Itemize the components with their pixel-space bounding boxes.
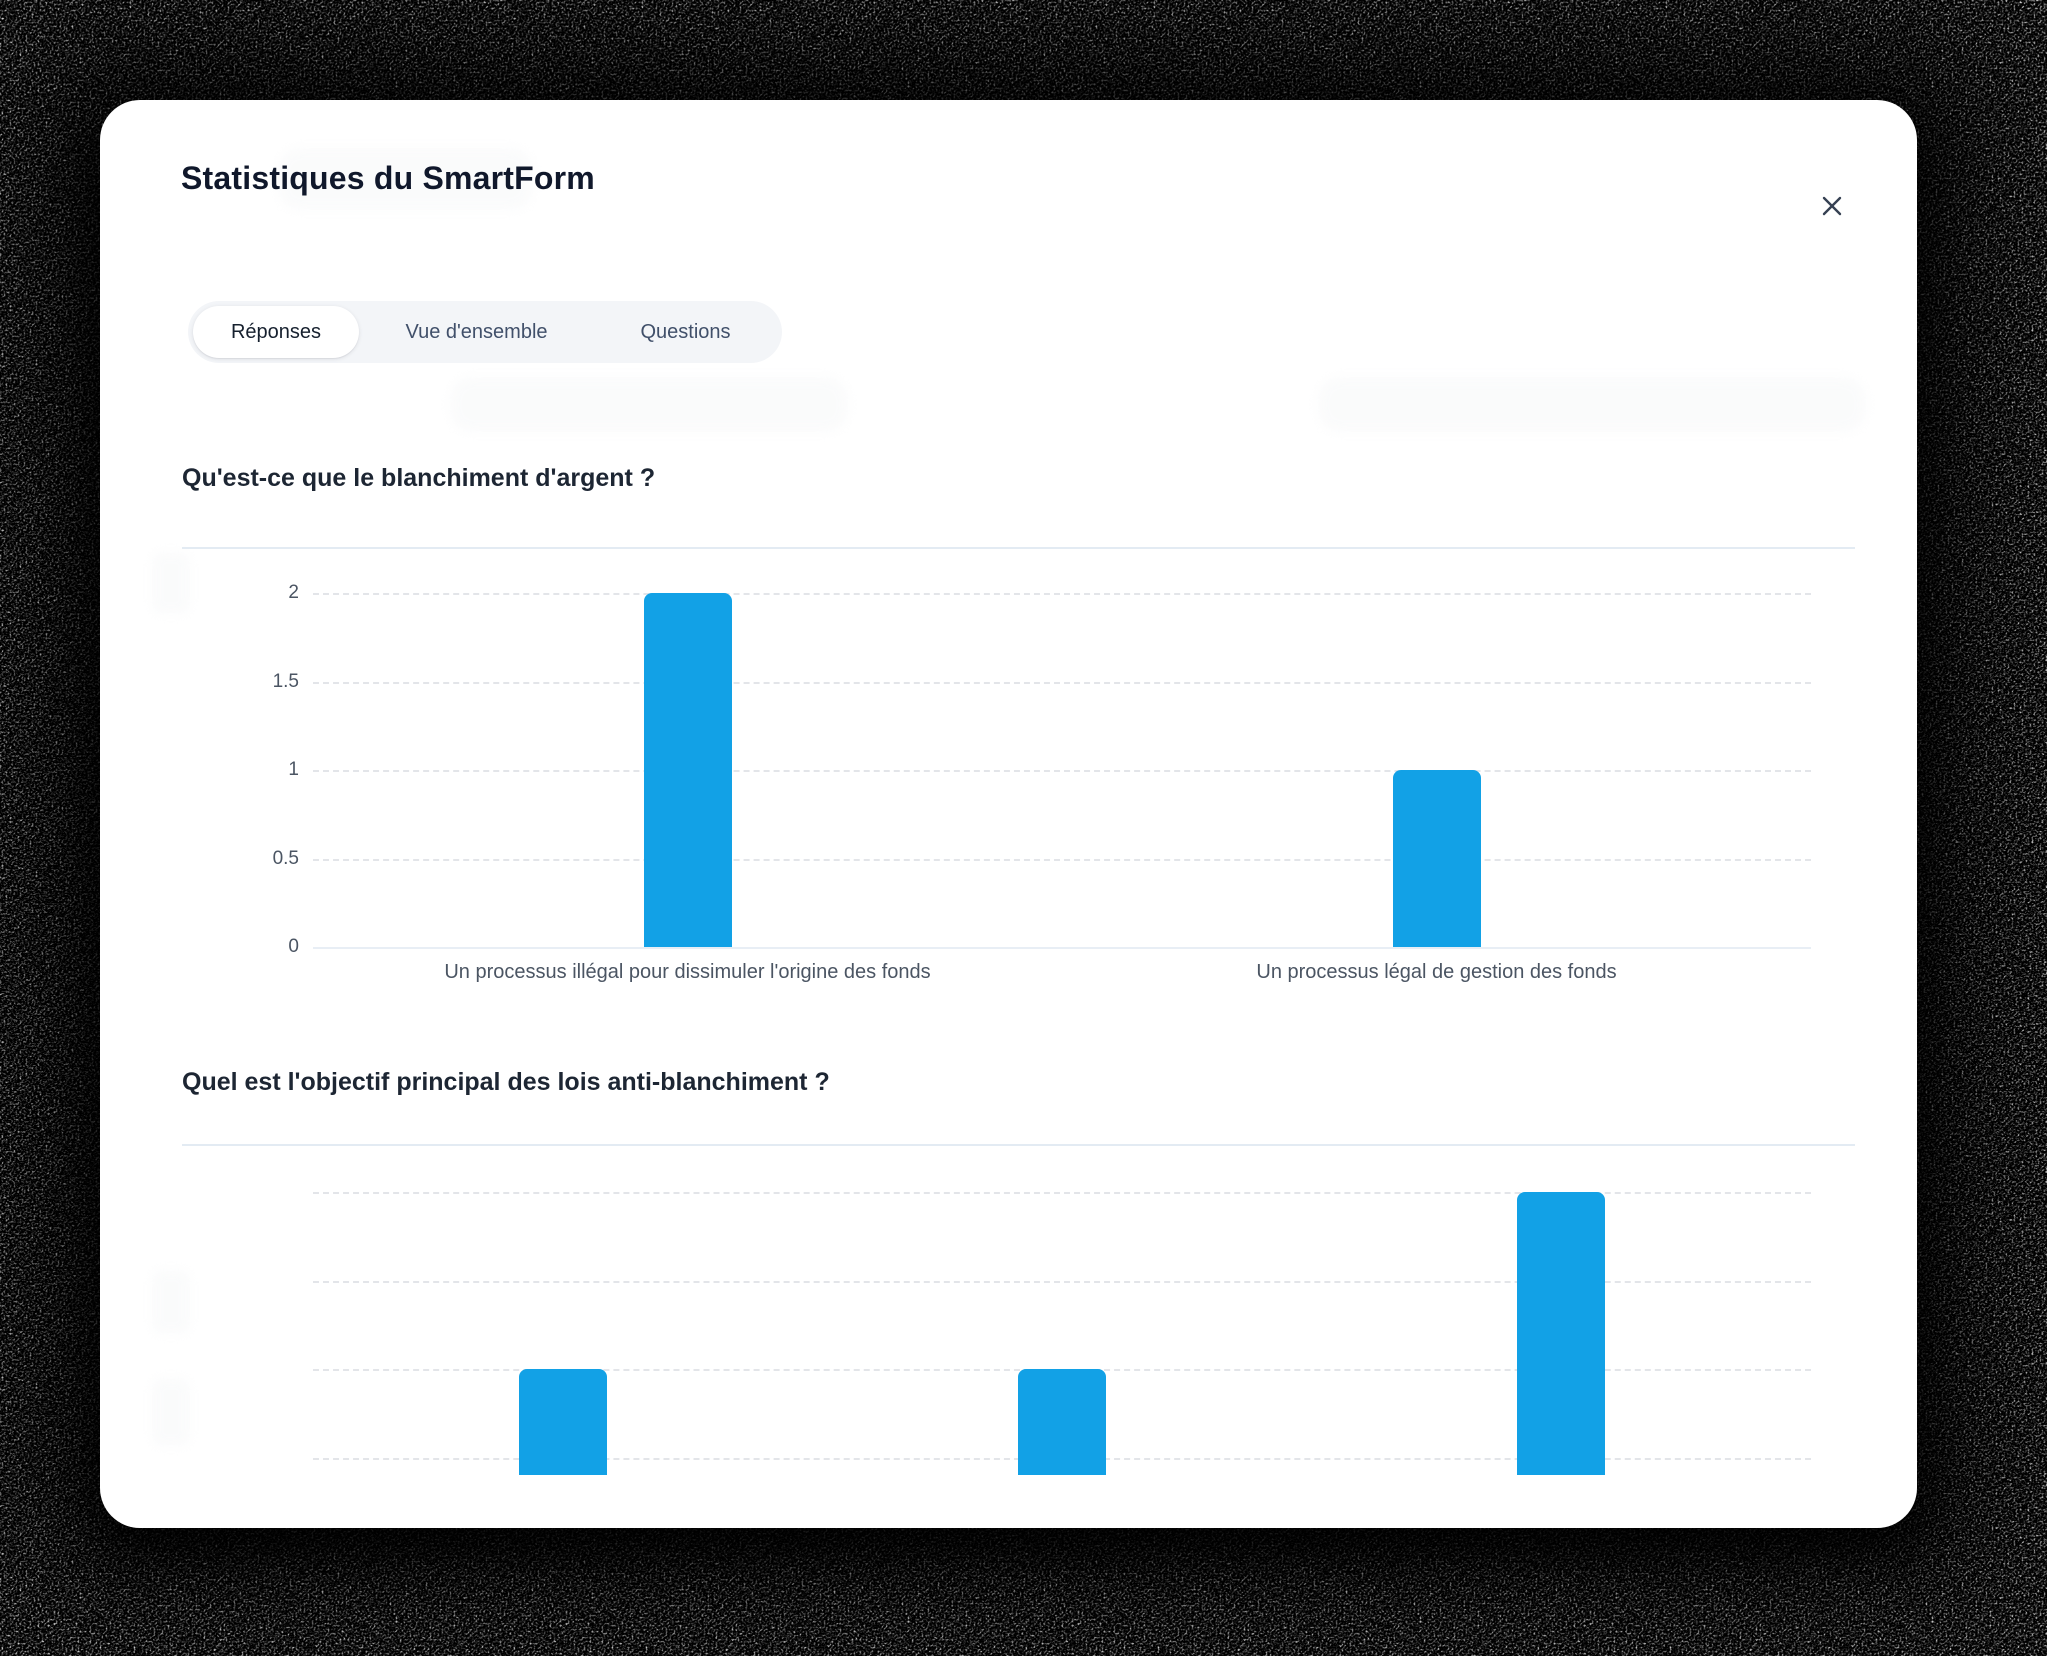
divider <box>182 1144 1855 1146</box>
y-axis-tick-label: 0 <box>288 936 299 957</box>
question-title-1: Qu'est-ce que le blanchiment d'argent ? <box>182 464 656 492</box>
x-axis-category-label: Un processus illégal pour dissimuler l'o… <box>444 961 931 983</box>
gridline <box>313 593 1811 595</box>
gridline <box>313 681 1811 684</box>
bar-chart-question-2: 0.511.52 <box>313 1146 1811 1475</box>
y-axis-tick-label: 1.5 <box>272 670 299 692</box>
tab-bar: Réponses Vue d'ensemble Questions <box>188 301 782 363</box>
gridline <box>313 1192 1811 1194</box>
x-axis-line <box>313 947 1811 949</box>
gridline <box>313 858 1811 861</box>
modal-title: Statistiques du SmartForm <box>181 160 595 196</box>
ghost-shape <box>1318 377 1866 432</box>
bar-chart-question-1: 0 0.5 1 1.5 2 Un processus illégal pour dissi… <box>273 582 1811 1033</box>
chart-plot-area: 0.511.52 <box>313 1192 1811 1475</box>
tab-questions[interactable]: Questions <box>594 306 777 358</box>
bar[interactable] <box>518 1369 607 1475</box>
y-axis-tick-label: 0.5 <box>272 847 299 869</box>
close-icon <box>1817 191 1847 221</box>
ghost-shape <box>450 377 848 432</box>
y-axis-tick-label: 2 <box>288 582 299 603</box>
ghost-shape <box>278 148 533 210</box>
tab-reponses[interactable]: Réponses <box>193 306 359 358</box>
chart-plot-area: 0 0.5 1 1.5 2 Un processus illégal pour dissi… <box>273 582 1811 983</box>
bar[interactable] <box>1517 1192 1606 1475</box>
statistics-modal: Statistiques du SmartForm Réponses Vue d… <box>100 100 1917 1528</box>
gridline <box>313 770 1811 772</box>
bar[interactable] <box>1392 770 1481 947</box>
tab-vue-densemble[interactable]: Vue d'ensemble <box>359 306 594 358</box>
bar[interactable] <box>1018 1369 1106 1475</box>
gridline <box>313 1280 1811 1283</box>
divider <box>182 547 1855 549</box>
y-axis-tick-label: 1 <box>288 759 299 780</box>
x-axis-category-label: Un processus légal de gestion des fonds <box>1256 961 1617 983</box>
close-button[interactable] <box>1808 182 1856 230</box>
ghost-shape <box>152 1270 190 1334</box>
bar[interactable] <box>643 593 732 947</box>
ghost-shape <box>152 552 190 614</box>
question-title-2: Quel est l'objectif principal des lois a… <box>182 1068 830 1096</box>
ghost-shape <box>152 1378 190 1446</box>
